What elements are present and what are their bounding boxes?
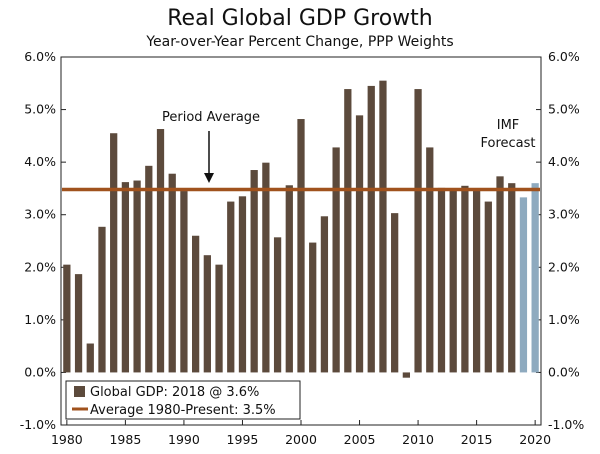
bar [273,237,282,373]
bar [285,185,293,373]
bar [472,190,481,373]
bar [74,274,83,373]
bar [355,115,364,373]
bar [215,264,223,373]
y-tick-label: -1.0% [548,417,584,432]
bar [461,185,469,373]
chart-title: Real Global GDP Growth [167,6,433,31]
imf-annotation-line2: Forecast [480,136,535,151]
bar [344,89,352,373]
y-axis-left: 6.0% 5.0% 4.0% 3.0% 2.0% 1.0% 0.0% -1.0% [20,49,66,432]
bar [367,85,375,373]
bar [168,173,176,373]
bar [227,201,235,373]
bar [402,372,410,378]
y-tick-label: 3.0% [24,207,56,222]
legend-box [65,380,301,420]
y-tick-label: 0.0% [24,364,56,379]
bar [332,147,340,373]
bar [297,119,305,373]
bar [133,180,141,373]
bar [63,264,71,373]
x-tick-label: 1990 [168,432,200,447]
imf-annotation-line1: IMF [497,118,520,133]
y-axis-right: 6.0% 5.0% 4.0% 3.0% 2.0% 1.0% 0.0% -1.0% [536,49,584,432]
bar [203,255,211,373]
bar [531,183,539,373]
legend: Global GDP: 2018 @ 3.6% Average 1980-Pre… [65,380,301,420]
bar [309,242,317,373]
bar [98,226,106,373]
bar [449,189,457,373]
x-tick-label: 2020 [519,432,551,447]
x-tick-label: 2000 [285,432,317,447]
x-tick-label: 2010 [402,432,434,447]
y-tick-label: 3.0% [548,207,580,222]
y-tick-label: 6.0% [548,49,580,64]
bar [391,213,399,373]
y-tick-label: -1.0% [20,417,56,432]
bar [192,235,200,373]
period-average-annotation: Period Average [162,110,260,125]
x-tick-label: 1980 [51,432,83,447]
x-axis: 1980 1985 1990 1995 2000 2005 2010 2015 2020 [51,420,551,447]
bar [86,343,94,373]
bar [519,197,528,373]
bar [180,191,188,373]
x-tick-label: 1995 [227,432,259,447]
legend-swatch-bar [74,386,85,397]
bar [156,129,165,373]
arrow-down-icon [204,173,214,183]
bar [320,216,329,373]
x-tick-label: 2005 [344,432,376,447]
y-tick-label: 1.0% [548,312,580,327]
bar [484,201,492,373]
y-tick-label: 5.0% [24,102,56,117]
y-tick-label: 4.0% [24,154,56,169]
y-tick-label: 6.0% [24,49,56,64]
bar [426,147,434,373]
legend-label-gdp: Global GDP: 2018 @ 3.6% [90,385,259,400]
x-tick-label: 1985 [109,432,141,447]
bar [508,183,516,373]
bar [496,176,504,373]
y-tick-label: 2.0% [24,259,56,274]
bar [379,80,387,373]
legend-label-average: Average 1980-Present: 3.5% [90,403,276,418]
bar [110,133,118,373]
y-tick-label: 1.0% [24,312,56,327]
bar [414,89,422,373]
bar [262,162,270,373]
bar [437,187,446,373]
y-tick-label: 0.0% [548,364,580,379]
bar-series [63,80,539,378]
bar [238,196,247,373]
bar [121,182,130,373]
chart-subtitle: Year-over-Year Percent Change, PPP Weigh… [146,34,454,50]
y-tick-label: 5.0% [548,102,580,117]
bar [250,170,258,373]
bar [145,165,153,373]
x-tick-label: 2015 [461,432,493,447]
y-tick-label: 4.0% [548,154,580,169]
y-tick-label: 2.0% [548,259,580,274]
